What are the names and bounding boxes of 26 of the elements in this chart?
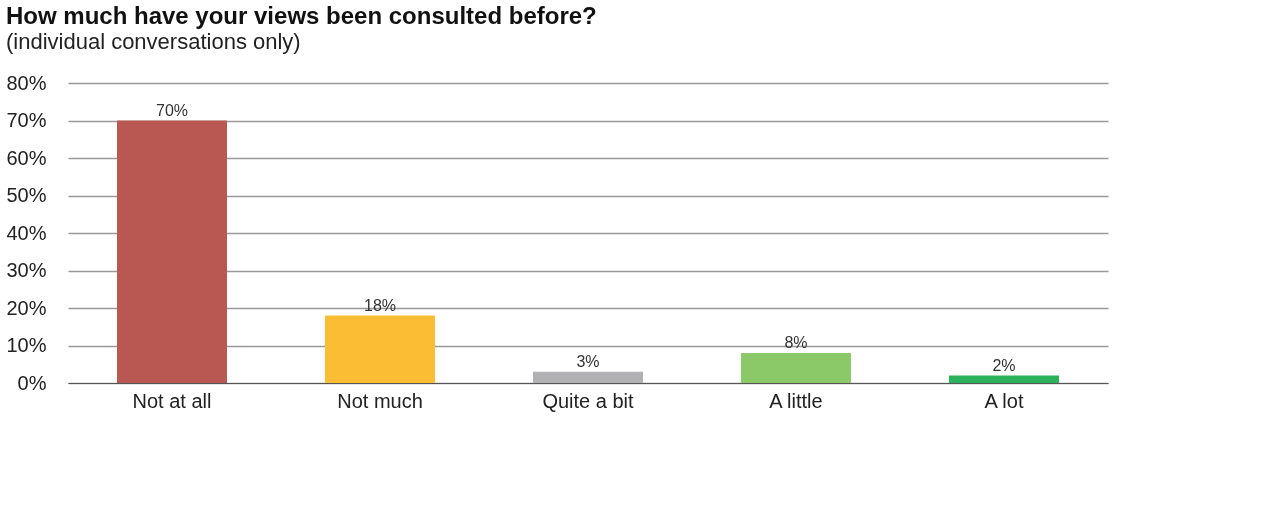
- x-tick-label: A lot: [984, 389, 1024, 412]
- bar: [117, 120, 227, 383]
- y-tick-label: 60%: [6, 146, 47, 169]
- y-tick-label: 50%: [6, 184, 47, 206]
- data-label: 18%: [363, 296, 397, 314]
- x-tick-label: Not at all: [132, 389, 212, 412]
- bar: [325, 315, 435, 383]
- y-tick-label: 10%: [6, 334, 47, 356]
- x-tick-label: A little: [769, 389, 823, 412]
- bar: [533, 371, 643, 383]
- x-tick-label: Quite a bit: [542, 389, 635, 412]
- y-tick-label: 70%: [6, 109, 47, 131]
- chart-subtitle: (individual conversations only): [5, 29, 301, 54]
- data-label: 8%: [784, 334, 808, 351]
- data-label: 70%: [155, 101, 189, 119]
- y-tick-label: 40%: [6, 221, 47, 244]
- data-label: 3%: [576, 352, 600, 370]
- chart-title: How much have your views been consulted before?: [5, 2, 597, 29]
- bar: [949, 375, 1059, 383]
- y-tick-label: 0%: [17, 371, 47, 394]
- y-tick-label: 30%: [6, 259, 47, 281]
- data-label: 2%: [992, 356, 1016, 374]
- y-tick-label: 20%: [6, 296, 47, 319]
- x-tick-label: Not much: [337, 389, 423, 412]
- bar: [741, 353, 851, 383]
- y-tick-label: 80%: [6, 71, 47, 94]
